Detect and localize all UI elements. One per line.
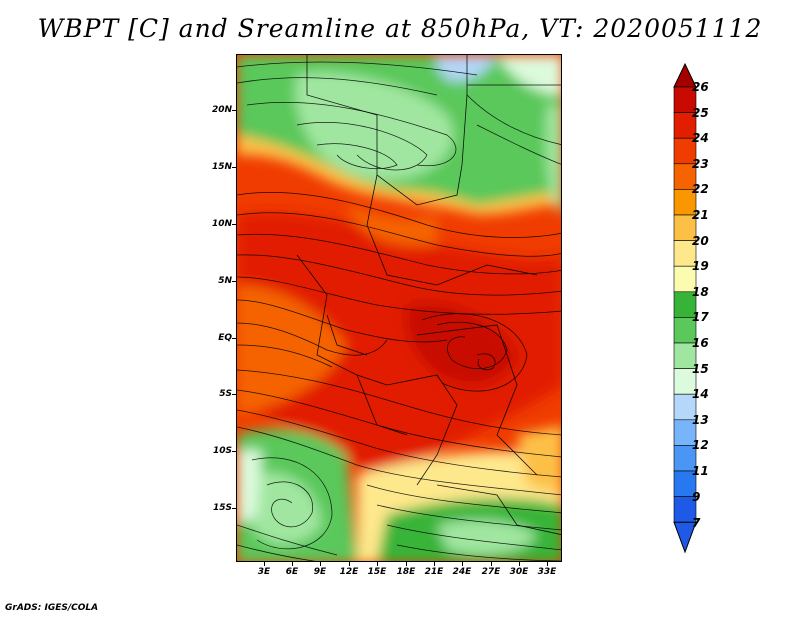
colorbar-label: 14 — [692, 387, 709, 401]
lat-tick — [232, 110, 236, 111]
lon-tick — [491, 562, 492, 566]
lon-label-33e: 33E — [537, 567, 557, 577]
credit-text: GrADS: IGES/COLA — [5, 603, 99, 613]
colorbar-label: 26 — [692, 80, 709, 94]
colorbar-label: 16 — [692, 336, 709, 350]
colorbar-label: 18 — [692, 285, 709, 299]
colorbar-label: 13 — [692, 413, 709, 427]
colorbar-label: 9 — [692, 490, 701, 504]
colorbar-label: 23 — [692, 157, 709, 171]
lon-tick — [349, 562, 350, 566]
lat-label-20n: 20N — [211, 105, 232, 115]
colorbar-label: 24 — [692, 131, 709, 145]
lon-label-27e: 27E — [481, 567, 501, 577]
lon-label-15e: 15E — [367, 567, 387, 577]
lat-label-5s: 5S — [219, 389, 232, 399]
lat-tick — [232, 451, 236, 452]
lon-tick — [519, 562, 520, 566]
colorbar-label: 25 — [692, 106, 709, 120]
lat-tick — [232, 508, 236, 509]
lat-label-15s: 15S — [212, 503, 232, 513]
lat-label-15n: 15N — [211, 162, 232, 172]
colorbar-label: 12 — [692, 438, 709, 452]
lat-tick — [232, 167, 236, 168]
lon-label-6e: 6E — [285, 567, 299, 577]
lon-label-9e: 9E — [313, 567, 327, 577]
colorbar-label: 20 — [692, 234, 709, 248]
wbpt-field — [237, 55, 561, 561]
lat-label-10n: 10N — [211, 219, 232, 229]
lon-label-21e: 21E — [424, 567, 444, 577]
lat-tick — [232, 338, 236, 339]
lon-label-12e: 12E — [339, 567, 359, 577]
colorbar-label: 17 — [692, 310, 709, 324]
lon-tick — [292, 562, 293, 566]
lon-label-30e: 30E — [509, 567, 529, 577]
colorbar-label: 11 — [692, 464, 709, 478]
lon-label-24e: 24E — [452, 567, 472, 577]
lon-tick — [547, 562, 548, 566]
lon-tick — [264, 562, 265, 566]
lat-label-5n: 5N — [218, 276, 232, 286]
map-area — [236, 54, 562, 562]
lon-tick — [462, 562, 463, 566]
lat-label-10s: 10S — [212, 446, 232, 456]
lat-tick — [232, 281, 236, 282]
lat-tick — [232, 394, 236, 395]
colorbar-label: 7 — [692, 516, 701, 530]
colorbar-label: 15 — [692, 362, 709, 376]
colorbar — [673, 62, 697, 554]
lon-tick — [320, 562, 321, 566]
colorbar-label: 19 — [692, 259, 709, 273]
lon-label-3e: 3E — [257, 567, 271, 577]
lon-label-18e: 18E — [396, 567, 416, 577]
lon-tick — [406, 562, 407, 566]
colorbar-label: 22 — [692, 182, 709, 196]
lat-tick — [232, 224, 236, 225]
colorbar-label: 21 — [692, 208, 709, 222]
lon-tick — [377, 562, 378, 566]
map-title: WBPT [C] and Sreamline at 850hPa, VT: 20… — [37, 14, 763, 43]
lat-label-eq: EQ — [218, 333, 232, 343]
lon-tick — [434, 562, 435, 566]
